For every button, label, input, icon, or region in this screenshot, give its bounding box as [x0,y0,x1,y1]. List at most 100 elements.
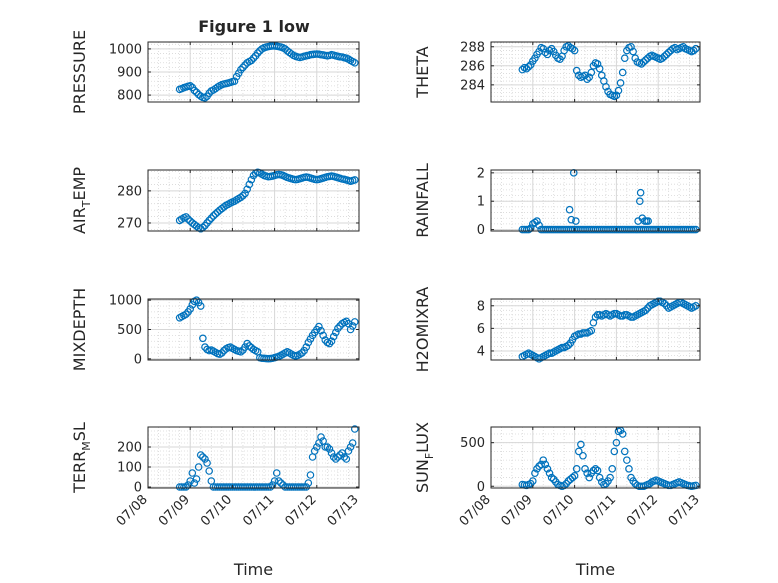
data-point [636,197,644,206]
data-point [325,445,334,453]
data-point [541,48,550,57]
data-point [190,479,199,487]
data-point [199,453,207,461]
data-point [581,71,589,80]
data-point [300,483,308,491]
data-point [625,465,633,473]
data-point [641,306,650,315]
x-tick-label: 07/10 [198,492,235,529]
subplot-4: 0 1 2 RAINFALL [413,163,701,238]
data-point [319,331,327,340]
axes-box [490,169,701,232]
y-axis-label: THETA [413,46,432,98]
data-point [631,54,640,62]
y-tick-label: 900 [117,66,142,81]
y-tick-label: 4 [477,344,485,359]
data-point [558,343,566,352]
data-point [350,318,359,326]
data-point [572,217,580,225]
data-point [312,443,321,451]
data-point [545,469,554,477]
data-point [627,42,635,51]
data-point [539,456,548,464]
data-point [306,471,315,479]
y-tick-label: 1 [477,195,485,210]
y-tick-label: 288 [460,40,485,55]
y-tick-label: 2 [477,166,485,181]
data-point [331,455,340,463]
data-point [689,225,698,234]
data-point [545,46,554,55]
data-point [531,469,539,477]
data-point [323,443,332,451]
data-point [350,176,359,184]
data-point [636,188,645,197]
data-point [298,349,306,357]
y-tick-label: 270 [117,216,142,231]
data-point [567,215,576,224]
data-point [572,465,581,473]
y-tick-label: 200 [117,441,142,456]
data-point [524,225,533,234]
data-point [593,466,602,475]
data-point [641,56,650,64]
data-point [266,483,275,491]
data-point [245,180,254,189]
data-point [334,324,342,333]
data-point [528,477,537,485]
data-point [182,310,190,319]
data-point [612,91,621,100]
data-point [241,189,249,198]
data-point [593,60,602,68]
data-point [618,430,627,438]
data-point [610,309,619,318]
data-point [549,47,558,56]
data-point [581,465,589,473]
data-point [591,465,600,473]
data-point [526,61,535,69]
data-point [595,473,604,482]
y-axis-label: AIRTEMP [70,167,93,234]
data-point [211,210,220,218]
y-tick-label: 6 [477,322,485,337]
data-point [595,64,604,73]
data-point [201,455,209,463]
data-point [310,447,319,455]
data-point [583,469,591,477]
y-tick-label: 0 [134,481,142,496]
data-point [568,473,577,482]
data-point [203,459,211,467]
data-point [196,451,205,459]
data-point [342,317,351,326]
y-axis-label: MIXDEPTH [70,288,89,371]
data-point [687,225,696,234]
data-point [587,326,596,335]
data-point [239,191,247,200]
data-point [568,44,577,53]
data-point [317,433,325,441]
data-point [350,58,359,67]
data-point [321,443,330,451]
data-point [535,221,543,230]
data-point [570,471,579,480]
data-point [192,88,201,97]
data-point [329,332,338,341]
subplot-5: 0 500 1000 MIXDEPTH [70,288,360,371]
data-point [325,339,334,348]
data-point [350,425,359,433]
data-point [249,54,258,62]
data-point [602,82,610,91]
subplot-7: 0 100 200 07/08 07/09 07/10 07/11 07/12 07/13 Tim… [70,422,362,579]
axes-box [490,426,701,489]
y-tick-label: 800 [117,89,142,104]
data-point [247,175,256,184]
data-point [560,46,568,55]
data-point [618,68,627,77]
data-point [239,63,247,72]
data-point [272,469,281,477]
data-point [331,328,340,337]
data-point [537,460,545,469]
data-point [606,473,614,482]
data-point [277,479,285,487]
